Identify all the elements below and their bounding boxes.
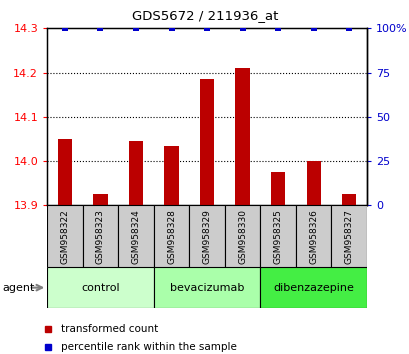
Bar xyxy=(47,267,153,308)
Bar xyxy=(128,141,143,205)
Text: GSM958324: GSM958324 xyxy=(131,209,140,264)
Bar xyxy=(306,161,320,205)
Text: GSM958322: GSM958322 xyxy=(60,209,69,264)
Bar xyxy=(47,205,83,267)
Bar xyxy=(153,205,189,267)
Text: GSM958330: GSM958330 xyxy=(238,209,247,264)
Bar xyxy=(189,205,224,267)
Bar xyxy=(260,267,366,308)
Bar xyxy=(164,145,178,205)
Bar xyxy=(224,205,260,267)
Bar xyxy=(118,205,153,267)
Text: GSM958326: GSM958326 xyxy=(308,209,317,264)
Bar xyxy=(341,194,355,205)
Text: bevacizumab: bevacizumab xyxy=(169,282,244,293)
Bar xyxy=(83,205,118,267)
Text: GSM958325: GSM958325 xyxy=(273,209,282,264)
Bar xyxy=(235,68,249,205)
Text: GDS5672 / 211936_at: GDS5672 / 211936_at xyxy=(131,9,278,22)
Text: GSM958323: GSM958323 xyxy=(96,209,105,264)
Bar xyxy=(153,267,260,308)
Bar xyxy=(58,139,72,205)
Text: control: control xyxy=(81,282,119,293)
Text: GSM958329: GSM958329 xyxy=(202,209,211,264)
Bar xyxy=(330,205,366,267)
Bar xyxy=(260,205,295,267)
Text: dibenzazepine: dibenzazepine xyxy=(272,282,353,293)
Text: GSM958327: GSM958327 xyxy=(344,209,353,264)
Text: percentile rank within the sample: percentile rank within the sample xyxy=(61,342,236,352)
Text: agent: agent xyxy=(2,282,34,293)
Bar xyxy=(270,172,285,205)
Bar xyxy=(295,205,330,267)
Bar xyxy=(200,79,213,205)
Text: transformed count: transformed count xyxy=(61,324,158,333)
Bar xyxy=(93,194,107,205)
Text: GSM958328: GSM958328 xyxy=(166,209,175,264)
